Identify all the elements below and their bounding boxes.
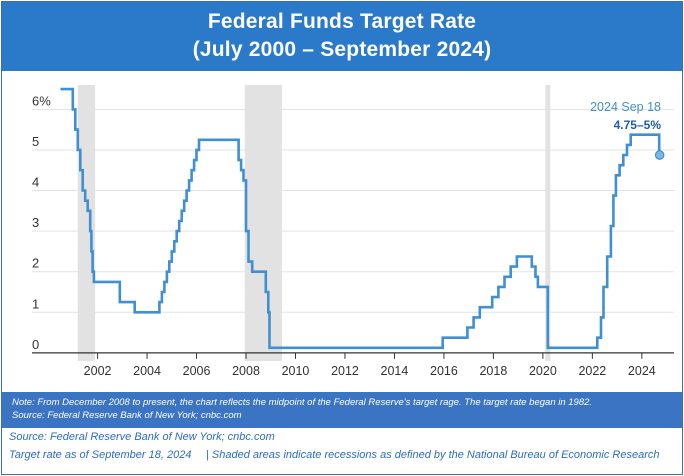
series-line (60, 87, 661, 350)
gridlines (32, 108, 674, 354)
y-tick-label: 0 (32, 337, 39, 352)
chart-title: Federal Funds Target Rate (207, 10, 477, 33)
annotation-date-label: 2024 Sep 18 (590, 100, 661, 114)
x-tick-label: 2008 (232, 364, 260, 378)
y-tick-label: 4 (32, 175, 39, 190)
y-tick-label: 2 (32, 256, 39, 271)
as-of-text: Target rate as of September 18, 2024 (9, 449, 192, 461)
x-tick-label: 2024 (628, 364, 656, 378)
series-layer (60, 87, 661, 350)
recession-band (77, 85, 96, 361)
y-tick-label: 3 (32, 215, 39, 230)
x-tick-label: 2014 (381, 364, 409, 378)
y-axis-ticks: 0 1 2 3 4 5 6% (32, 93, 51, 352)
title-banner: Federal Funds Target Rate (July 2000 – S… (2, 2, 682, 71)
recession-band (244, 85, 282, 361)
y-tick-label: 1 (32, 296, 39, 311)
chart-plot: 0 1 2 3 4 5 6% 2002 2004 2006 2008 2010 2012 2014 201… (32, 85, 674, 378)
x-axis-ticks: 2002 2004 2006 2008 2010 2012 2014 2016 2018 2020… (84, 352, 656, 378)
x-tick-label: 2006 (183, 364, 211, 378)
annotation-layer: 2024 Sep 18 4.75–5% (590, 100, 665, 160)
endpoint-marker (654, 150, 665, 160)
x-tick-label: 2010 (282, 364, 310, 378)
note-box: Note: From December 2008 to present, the… (2, 392, 682, 428)
recession-note-text: | Shaded areas indicate recessions as de… (206, 449, 660, 461)
y-tick-label: 5 (32, 134, 39, 149)
y-tick-label: 6% (32, 93, 51, 108)
note-text: Note: From December 2008 to present, the… (12, 397, 593, 408)
x-tick-label: 2018 (479, 364, 507, 378)
x-tick-label: 2022 (578, 364, 606, 378)
annotation-value-label: 4.75–5% (614, 118, 662, 132)
source-text: Source: Federal Reserve Bank of New York… (9, 431, 275, 443)
x-tick-label: 2004 (133, 364, 161, 378)
x-tick-label: 2020 (529, 364, 557, 378)
chart-subtitle: (July 2000 – September 2024) (192, 38, 492, 61)
x-tick-label: 2016 (430, 364, 458, 378)
recession-band (545, 85, 551, 361)
x-tick-label: 2002 (84, 364, 112, 378)
recession-shading (77, 85, 551, 361)
x-tick-label: 2012 (331, 364, 359, 378)
note-source-text: Source: Federal Reserve Bank of New York… (12, 410, 242, 421)
